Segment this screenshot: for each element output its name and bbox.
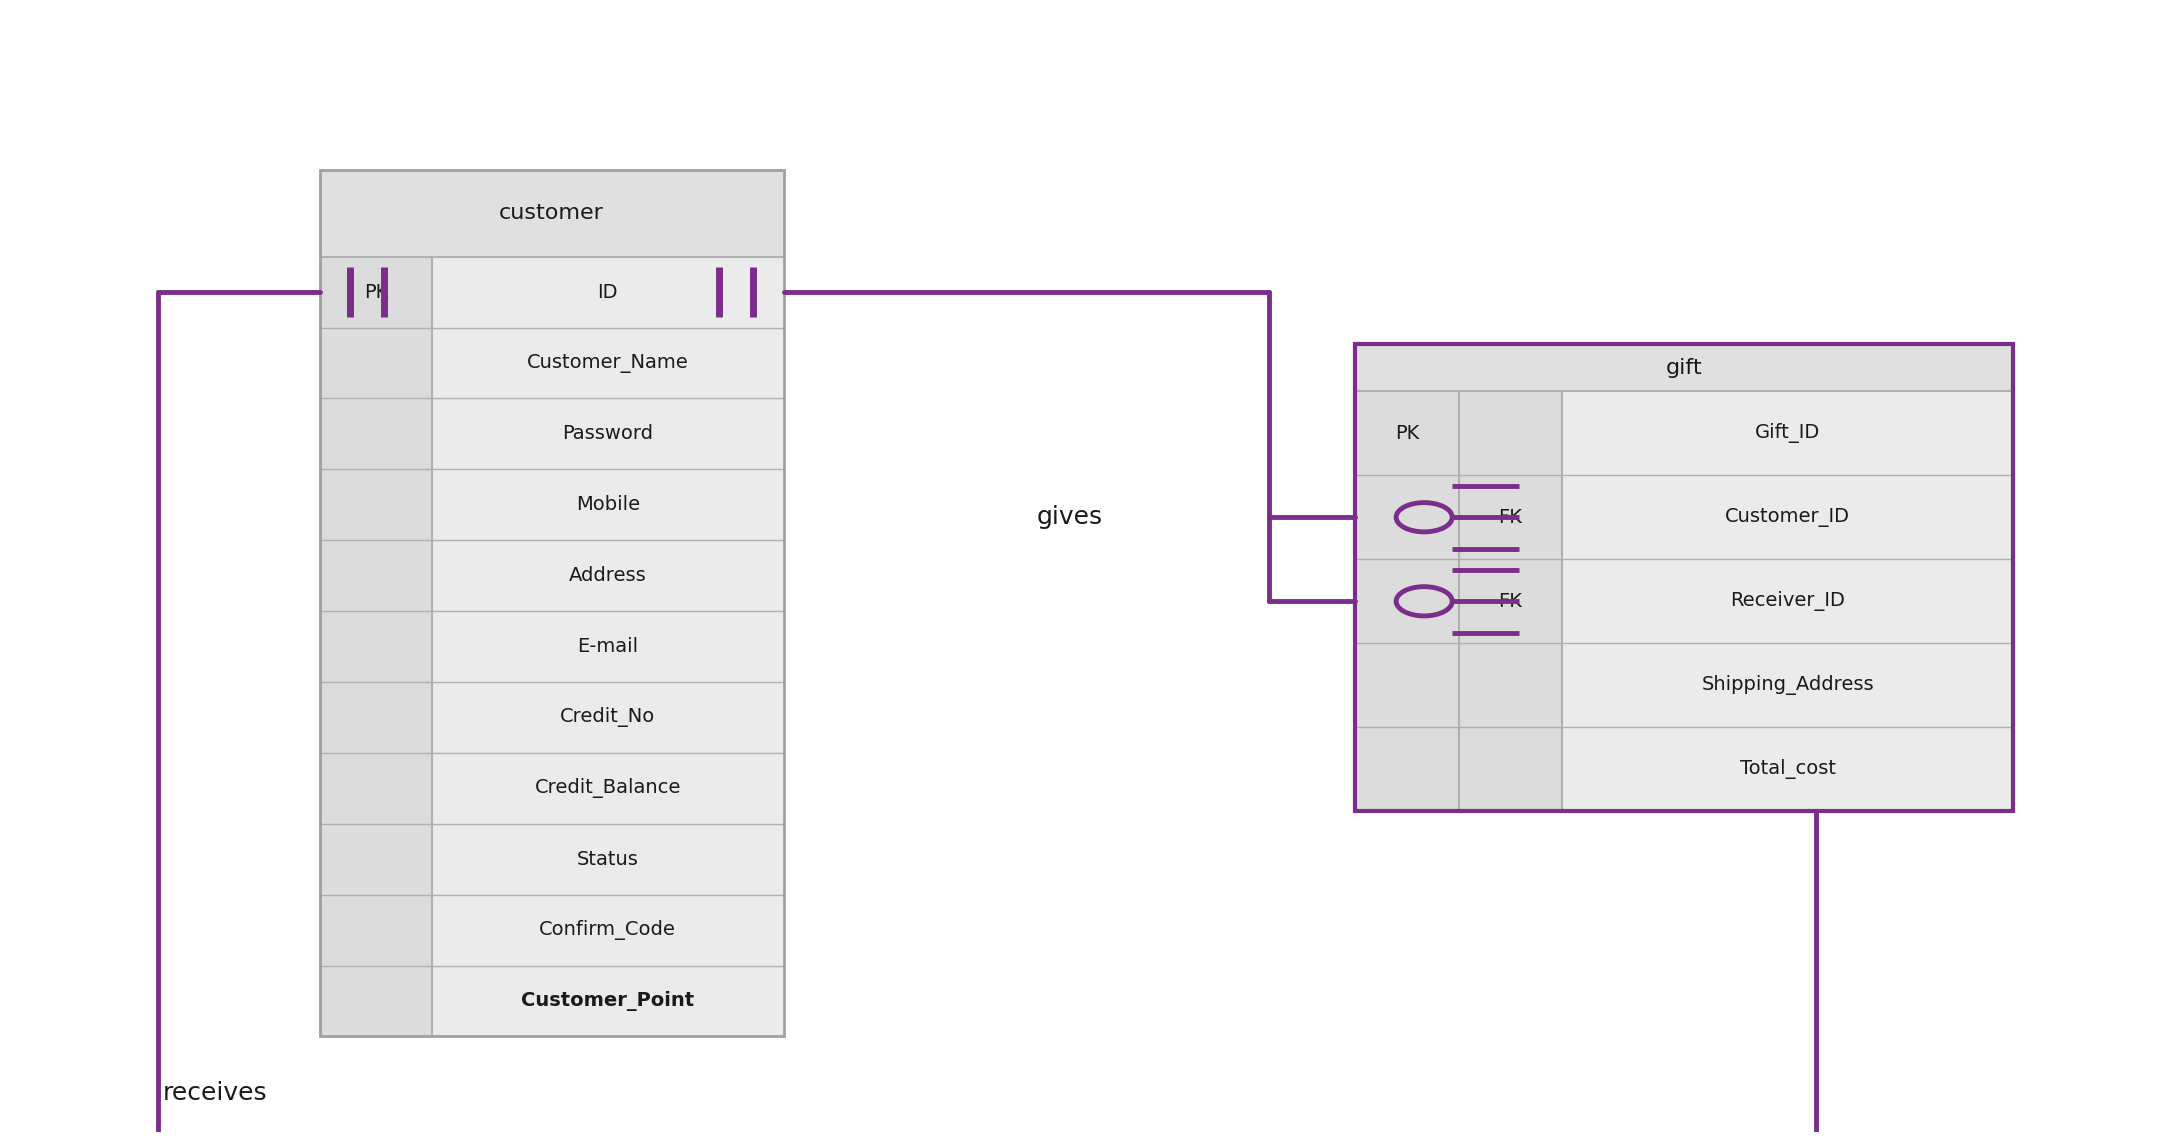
Bar <box>1563 728 2013 811</box>
Bar <box>432 256 784 328</box>
Bar <box>319 966 432 1036</box>
Bar <box>1355 559 1459 644</box>
Text: gift: gift <box>1665 358 1702 378</box>
Bar <box>1355 475 1459 559</box>
Text: Password: Password <box>562 425 653 443</box>
Bar <box>432 469 784 540</box>
Text: Status: Status <box>577 850 638 869</box>
Bar <box>319 170 784 256</box>
Text: E-mail: E-mail <box>577 637 638 656</box>
Bar <box>319 612 432 682</box>
Bar <box>1563 391 2013 475</box>
Text: Receiver_ID: Receiver_ID <box>1730 591 1845 612</box>
Bar <box>432 682 784 753</box>
Bar <box>319 399 432 469</box>
Bar <box>319 540 432 612</box>
Bar <box>1563 559 2013 644</box>
Text: Credit_No: Credit_No <box>560 707 656 728</box>
Bar <box>432 966 784 1036</box>
Bar <box>1459 475 1563 559</box>
Bar <box>432 823 784 894</box>
Bar <box>1459 559 1563 644</box>
Text: Address: Address <box>569 566 647 585</box>
Bar <box>319 256 432 328</box>
Text: Customer_Name: Customer_Name <box>528 353 688 372</box>
Text: Customer_Point: Customer_Point <box>521 991 695 1011</box>
Bar <box>1355 728 1459 811</box>
Bar <box>1459 391 1563 475</box>
Bar <box>319 328 432 399</box>
Bar <box>432 894 784 966</box>
Text: ID: ID <box>597 282 619 302</box>
Bar <box>432 328 784 399</box>
Text: Mobile: Mobile <box>575 495 640 515</box>
Bar <box>319 170 784 1036</box>
Text: Total_cost: Total_cost <box>1739 760 1837 779</box>
Bar <box>1563 644 2013 728</box>
Bar <box>432 612 784 682</box>
Bar <box>432 540 784 612</box>
Text: PK: PK <box>365 282 389 302</box>
Text: Gift_ID: Gift_ID <box>1754 424 1819 443</box>
Text: Credit_Balance: Credit_Balance <box>534 778 682 798</box>
Text: Confirm_Code: Confirm_Code <box>538 920 675 940</box>
Text: FK: FK <box>1498 508 1522 526</box>
Bar <box>1355 344 2013 391</box>
Bar <box>1355 644 1459 728</box>
Bar <box>1355 391 1459 475</box>
Bar <box>432 399 784 469</box>
Bar <box>1563 475 2013 559</box>
Bar <box>319 823 432 894</box>
Text: FK: FK <box>1498 592 1522 611</box>
Bar <box>1459 728 1563 811</box>
Bar <box>319 753 432 823</box>
Bar <box>319 894 432 966</box>
Text: PK: PK <box>1394 424 1420 443</box>
Bar <box>432 753 784 823</box>
Bar <box>1459 644 1563 728</box>
Text: gives: gives <box>1036 506 1103 530</box>
Text: Customer_ID: Customer_ID <box>1726 508 1850 526</box>
Bar <box>319 682 432 753</box>
Text: Shipping_Address: Shipping_Address <box>1702 675 1874 695</box>
Bar <box>319 469 432 540</box>
Bar <box>1355 344 2013 811</box>
Text: receives: receives <box>163 1081 267 1106</box>
Text: customer: customer <box>499 204 604 223</box>
